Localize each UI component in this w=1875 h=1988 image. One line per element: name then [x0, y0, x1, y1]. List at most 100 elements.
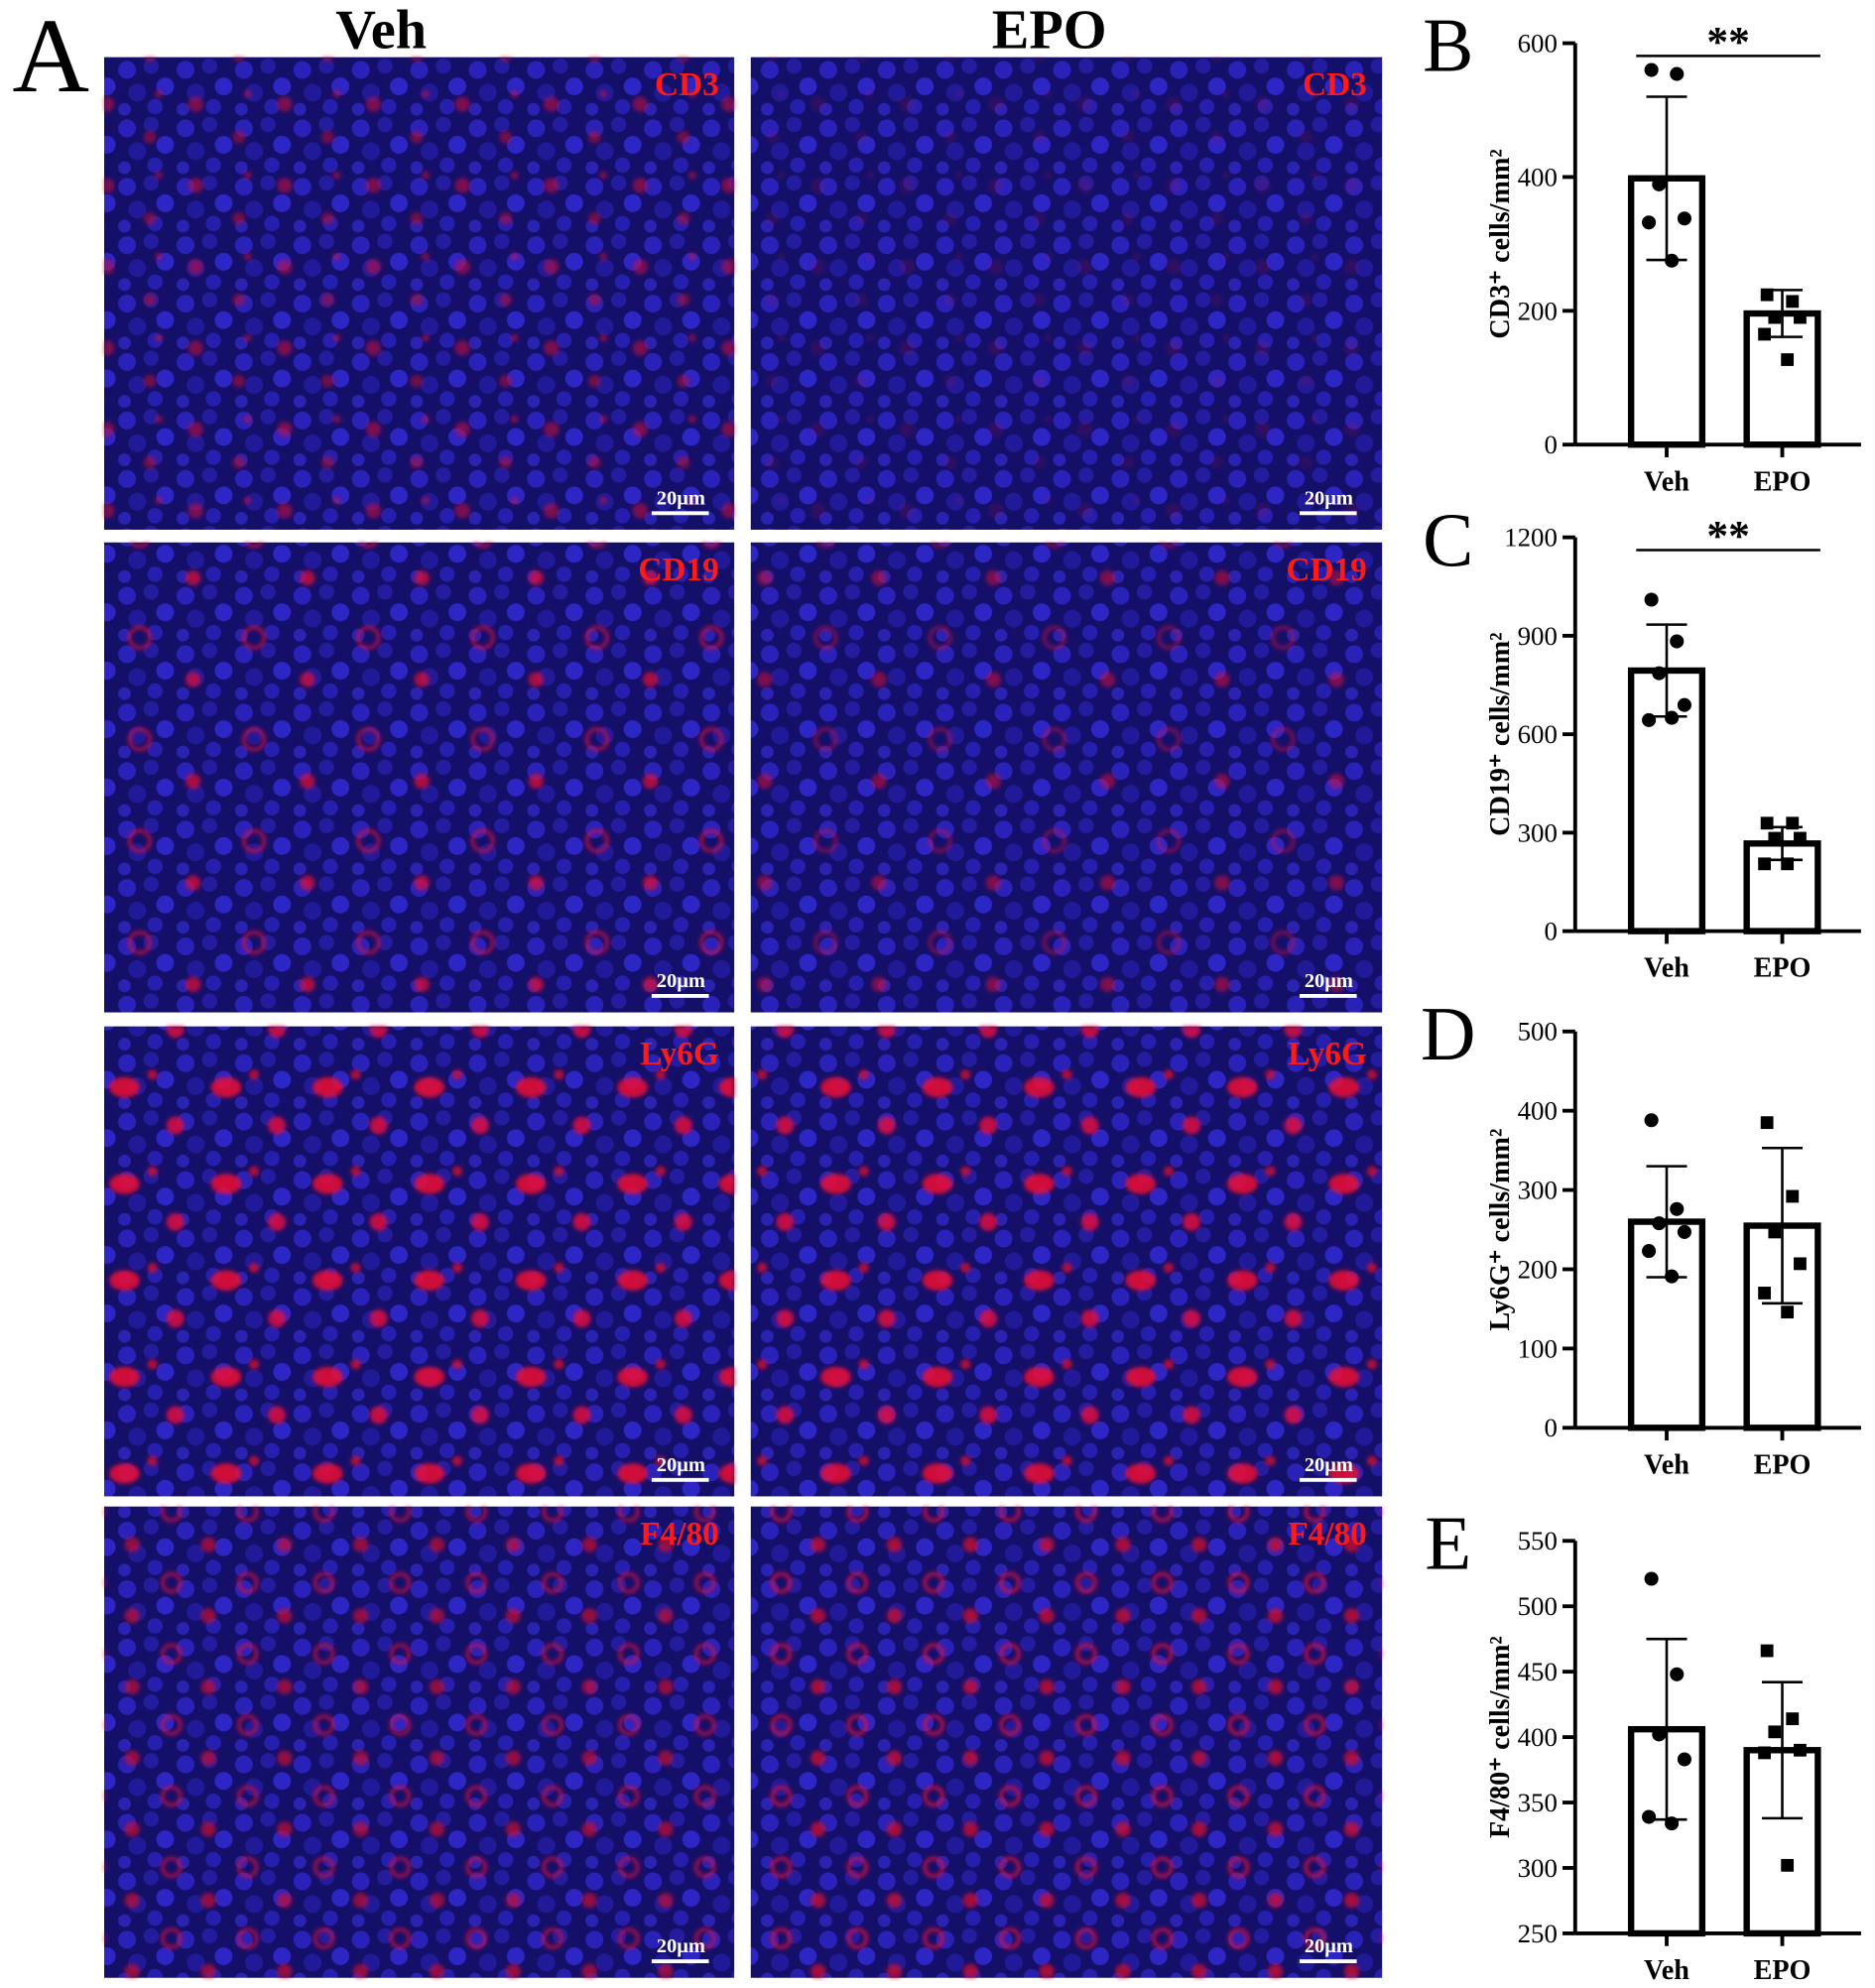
y-axis-label: Ly6G⁺ cells/mm² — [1485, 1129, 1516, 1331]
bar-chart: E F4/80⁺ cells/mm² 250 300 350 400 450 500 550 Ve… — [1425, 1501, 1861, 1986]
scale-bar-label: 20μm — [1305, 970, 1353, 992]
scale-bar-label: 20μm — [1305, 487, 1353, 509]
image-stain — [750, 542, 1383, 1013]
scale-bar-label: 20μm — [657, 487, 705, 509]
data-point — [1786, 1712, 1800, 1726]
panel-label: C — [1423, 498, 1473, 582]
image-stain — [104, 1026, 735, 1497]
data-point — [1768, 1725, 1782, 1739]
data-point — [1652, 1727, 1667, 1742]
data-point — [1670, 66, 1685, 81]
data-point — [1794, 1257, 1807, 1271]
data-point — [1760, 816, 1774, 830]
column-title: Veh — [335, 0, 427, 62]
data-point — [1760, 1116, 1774, 1130]
scale-bar-label: 20μm — [657, 1935, 705, 1957]
y-tick-label: 300 — [1518, 817, 1558, 847]
error-bar — [1762, 1680, 1804, 1820]
data-point — [1677, 211, 1691, 226]
error-bar — [1762, 1146, 1804, 1305]
image-stain — [750, 1506, 1383, 1978]
data-point — [1642, 215, 1657, 230]
marker-label: F4/80 — [1288, 1516, 1367, 1553]
micrograph: CD3 20μm — [104, 57, 735, 530]
marker-label: Ly6G — [1288, 1036, 1367, 1072]
y-tick-label: 350 — [1518, 1788, 1558, 1817]
y-tick-label: 300 — [1518, 1176, 1558, 1205]
data-point — [1768, 831, 1782, 845]
data-point — [1665, 710, 1680, 725]
y-tick-label: 450 — [1518, 1657, 1558, 1686]
micrograph: Ly6G 20μm — [104, 1026, 735, 1497]
data-point — [1644, 62, 1659, 77]
y-tick-label: 200 — [1518, 1254, 1558, 1284]
panel-label: A — [12, 0, 89, 115]
marker-label: CD3 — [655, 66, 719, 103]
data-point — [1760, 1644, 1774, 1658]
marker-label: CD19 — [1286, 552, 1366, 588]
x-tick-label: EPO — [1754, 1955, 1812, 1986]
data-point — [1786, 816, 1800, 830]
image-stain — [104, 542, 735, 1013]
y-tick-label: 300 — [1518, 1853, 1558, 1883]
x-tick-label: EPO — [1754, 1449, 1812, 1480]
data-point — [1794, 831, 1807, 845]
scale-bar-label: 20μm — [1305, 1935, 1353, 1957]
y-tick-label: 100 — [1518, 1333, 1558, 1363]
y-tick-label: 400 — [1518, 1722, 1558, 1752]
micrograph: F4/80 20μm — [750, 1506, 1383, 1978]
y-axis-label: CD3⁺ cells/mm² — [1485, 149, 1516, 338]
data-point — [1677, 1224, 1691, 1239]
marker-label: CD19 — [638, 552, 718, 588]
y-tick-label: 600 — [1518, 29, 1558, 59]
bar-chart: C CD19⁺ cells/mm² 0 300 600 900 1200 Veh EPO ** — [1423, 498, 1861, 984]
y-tick-label: 400 — [1518, 162, 1558, 191]
image-stain — [750, 1026, 1383, 1497]
y-tick-label: 0 — [1544, 430, 1557, 459]
column-title: EPO — [992, 0, 1107, 62]
micrograph: F4/80 20μm — [104, 1506, 735, 1978]
data-point — [1758, 1287, 1771, 1300]
data-point — [1768, 1225, 1782, 1239]
panel-label: B — [1423, 4, 1473, 88]
significance-label: ** — [1706, 18, 1750, 65]
y-tick-label: 0 — [1544, 1413, 1557, 1442]
bar-chart: B CD3⁺ cells/mm² 0 200 400 600 Veh EPO ** — [1423, 4, 1861, 497]
data-point — [1677, 697, 1691, 712]
data-point — [1786, 1189, 1800, 1203]
significance-label: ** — [1706, 512, 1750, 559]
panel-label: E — [1425, 1501, 1471, 1585]
y-axis-label: CD19⁺ cells/mm² — [1485, 632, 1516, 836]
y-tick-label: 550 — [1518, 1526, 1558, 1555]
scale-bar-label: 20μm — [657, 970, 705, 992]
x-tick-label: Veh — [1644, 953, 1689, 984]
scale-bar-label: 20μm — [1305, 1454, 1353, 1476]
x-tick-label: Veh — [1644, 1955, 1689, 1986]
marker-label: CD3 — [1303, 66, 1367, 103]
data-point — [1642, 712, 1657, 727]
y-tick-label: 500 — [1518, 1017, 1558, 1047]
y-tick-label: 900 — [1518, 621, 1558, 651]
data-point — [1670, 634, 1685, 649]
y-tick-label: 0 — [1544, 917, 1557, 946]
data-point — [1758, 857, 1771, 871]
x-tick-label: EPO — [1754, 466, 1812, 497]
y-axis-label: F4/80⁺ cells/mm² — [1485, 1636, 1516, 1838]
data-point — [1644, 1571, 1659, 1586]
data-point — [1642, 1244, 1657, 1259]
data-point — [1781, 857, 1795, 871]
y-tick-label: 600 — [1518, 719, 1558, 749]
data-point — [1781, 1305, 1795, 1319]
y-tick-label: 1200 — [1504, 523, 1558, 553]
data-point — [1781, 353, 1795, 366]
marker-label: Ly6G — [640, 1036, 719, 1072]
y-tick-label: 400 — [1518, 1096, 1558, 1126]
y-tick-label: 250 — [1518, 1919, 1558, 1948]
data-point — [1760, 288, 1774, 302]
data-point — [1652, 177, 1667, 191]
data-point — [1786, 295, 1800, 309]
data-point — [1644, 1113, 1659, 1128]
image-stain — [750, 57, 1383, 530]
data-point — [1665, 1816, 1680, 1831]
